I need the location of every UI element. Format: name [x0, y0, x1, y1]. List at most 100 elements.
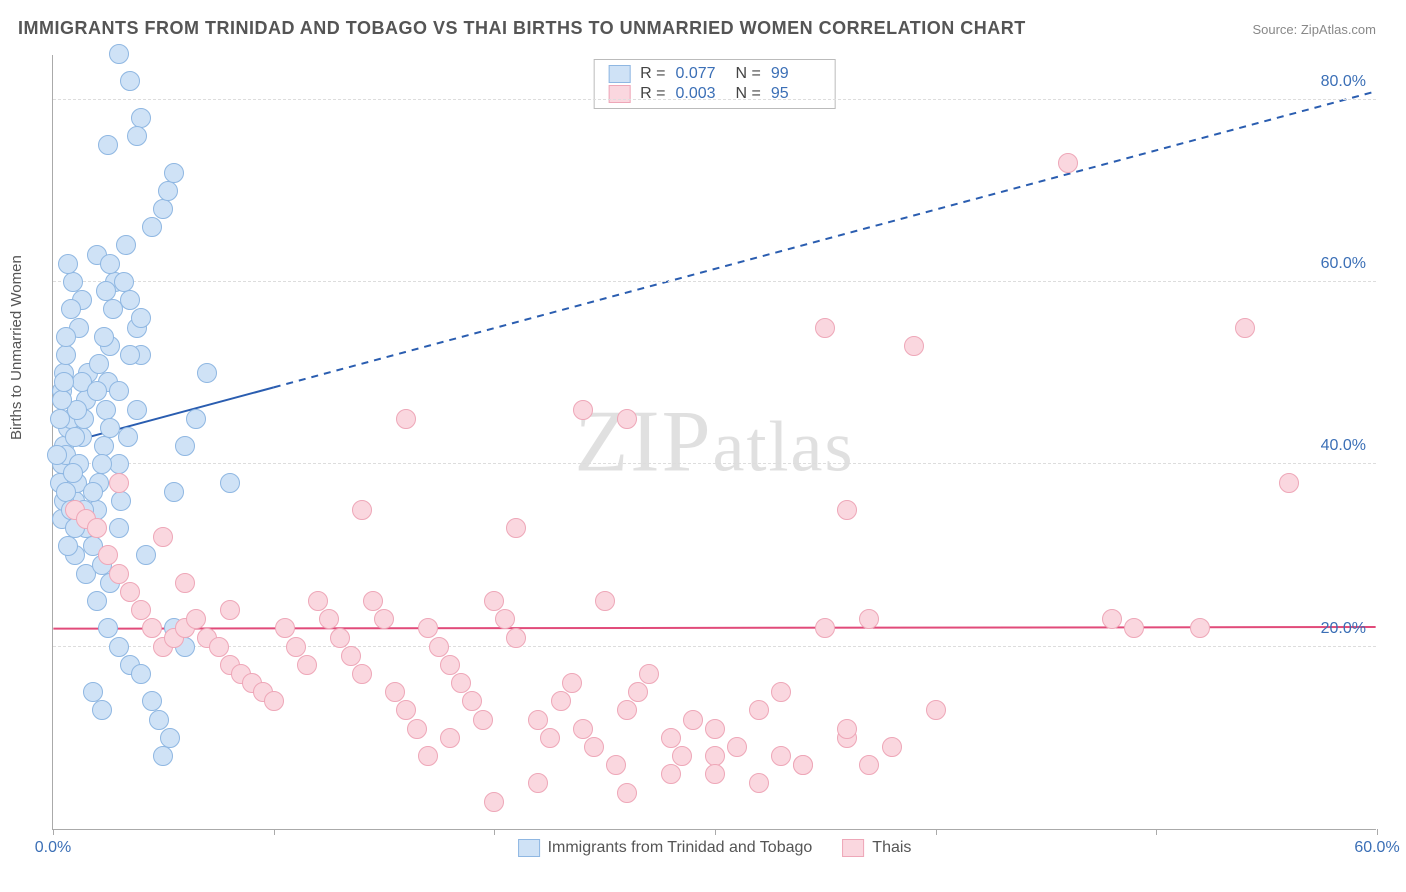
trinidad-point — [109, 637, 129, 657]
trinidad-point — [175, 436, 195, 456]
thais-point — [749, 773, 769, 793]
trinidad-point — [89, 354, 109, 374]
thais-point — [926, 700, 946, 720]
source-name: ZipAtlas.com — [1301, 22, 1376, 37]
trinidad-point — [158, 181, 178, 201]
thais-point — [683, 710, 703, 730]
watermark-zip: ZIP — [575, 394, 713, 491]
rlegend-row-trinidad: R =0.077N =99 — [608, 64, 821, 84]
thais-point — [495, 609, 515, 629]
thais-point — [859, 609, 879, 629]
thais-point — [1235, 318, 1255, 338]
trinidad-point — [96, 400, 116, 420]
thais-point — [98, 545, 118, 565]
watermark: ZIPatlas — [575, 392, 855, 493]
thais-point — [1058, 153, 1078, 173]
x-tick — [715, 829, 716, 835]
trinidad-point — [58, 254, 78, 274]
thais-point — [131, 600, 151, 620]
thais-point — [440, 655, 460, 675]
trinidad-point — [220, 473, 240, 493]
thais-point — [573, 400, 593, 420]
thais-point — [352, 500, 372, 520]
thais-legend-swatch — [842, 839, 864, 857]
trinidad-point — [96, 281, 116, 301]
thais-point — [385, 682, 405, 702]
watermark-atlas: atlas — [713, 407, 855, 487]
plot-area: ZIPatlas R =0.077N =99R =0.003N =95 Immi… — [52, 55, 1376, 830]
y-tick-label: 20.0% — [1321, 620, 1366, 638]
thais-point — [617, 700, 637, 720]
trinidad-point — [56, 482, 76, 502]
thais-point — [904, 336, 924, 356]
trinidad-point — [109, 44, 129, 64]
trinidad-point — [127, 400, 147, 420]
trinidad-point — [109, 454, 129, 474]
trinidad-point — [54, 372, 74, 392]
trinidad-point — [149, 710, 169, 730]
trinidad-point — [197, 363, 217, 383]
trinidad-point — [153, 199, 173, 219]
thais-point — [374, 609, 394, 629]
trinidad-legend-label: Immigrants from Trinidad and Tobago — [548, 839, 813, 857]
thais-point — [661, 764, 681, 784]
trinidad-point — [98, 618, 118, 638]
trinidad-point — [109, 518, 129, 538]
thais-point — [705, 719, 725, 739]
x-tick-label: 0.0% — [35, 839, 71, 857]
trinidad-point — [153, 746, 173, 766]
trinidad-point — [92, 454, 112, 474]
thais-point — [837, 500, 857, 520]
y-tick-label: 40.0% — [1321, 437, 1366, 455]
gridline — [53, 646, 1376, 647]
thais-point — [440, 728, 460, 748]
thais-point — [142, 618, 162, 638]
thais-point — [484, 792, 504, 812]
trinidad-point — [131, 664, 151, 684]
rlegend-row-thais: R =0.003N =95 — [608, 84, 821, 104]
trinidad-point — [116, 235, 136, 255]
thais-point — [1124, 618, 1144, 638]
thais-point — [1190, 618, 1210, 638]
thais-point — [793, 755, 813, 775]
trinidad-point — [131, 308, 151, 328]
thais-point — [484, 591, 504, 611]
x-tick-label: 60.0% — [1354, 839, 1399, 857]
trinidad-point — [52, 390, 72, 410]
trinidad-point — [111, 491, 131, 511]
trinidad-point — [56, 345, 76, 365]
thais-point — [617, 409, 637, 429]
trinidad-swatch — [608, 65, 630, 83]
thais-point — [606, 755, 626, 775]
legend-item-trinidad: Immigrants from Trinidad and Tobago — [518, 839, 813, 857]
n-label: N = — [736, 65, 761, 83]
trinidad-point — [100, 418, 120, 438]
thais-point — [815, 618, 835, 638]
n-label: N = — [736, 85, 761, 103]
trinidad-point — [94, 436, 114, 456]
gridline — [53, 281, 1376, 282]
thais-point — [153, 527, 173, 547]
trinidad-point — [164, 163, 184, 183]
thais-point — [617, 783, 637, 803]
trinidad-point — [120, 71, 140, 91]
thais-point — [771, 746, 791, 766]
thais-point — [1102, 609, 1122, 629]
thais-point — [661, 728, 681, 748]
y-axis-label: Births to Unmarried Women — [8, 255, 25, 440]
trinidad-point — [61, 299, 81, 319]
thais-point — [473, 710, 493, 730]
thais-point — [462, 691, 482, 711]
trinidad-point — [186, 409, 206, 429]
trinidad-point — [98, 135, 118, 155]
trinidad-point — [164, 482, 184, 502]
thais-point — [528, 710, 548, 730]
trinidad-point — [131, 108, 151, 128]
thais-point — [451, 673, 471, 693]
x-tick — [274, 829, 275, 835]
thais-point — [859, 755, 879, 775]
correlation-legend: R =0.077N =99R =0.003N =95 — [593, 59, 836, 109]
trinidad-point — [127, 126, 147, 146]
chart-title: IMMIGRANTS FROM TRINIDAD AND TOBAGO VS T… — [18, 18, 1026, 39]
thais-swatch — [608, 85, 630, 103]
